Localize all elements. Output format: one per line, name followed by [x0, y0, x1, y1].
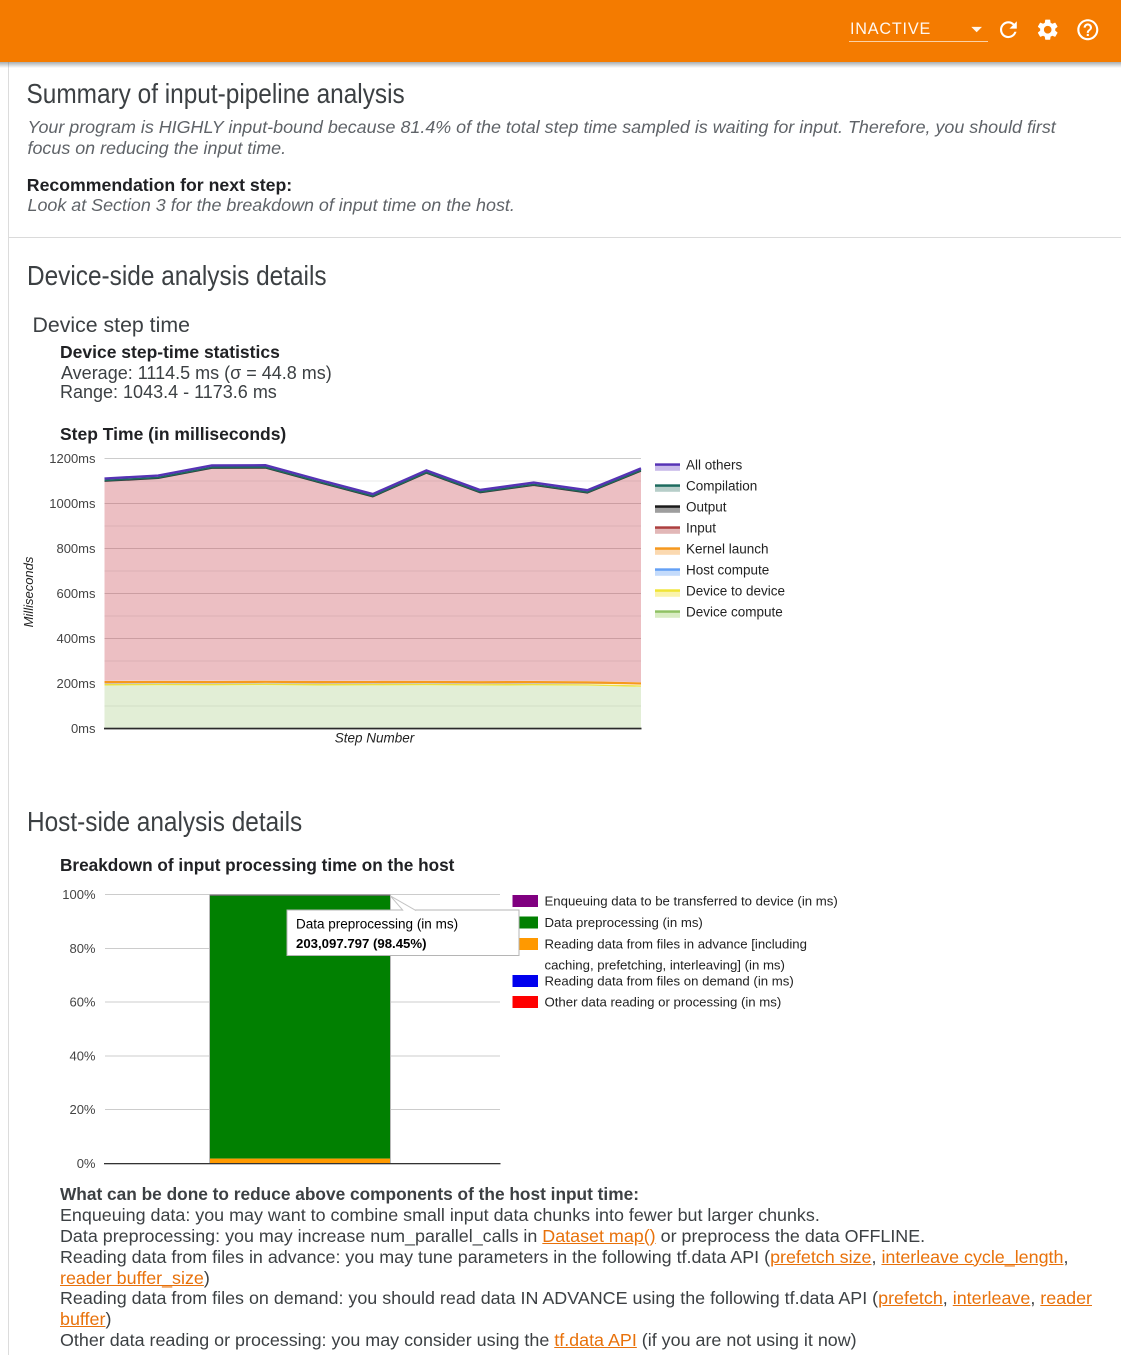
svg-text:100%: 100% — [62, 887, 96, 902]
svg-text:Step Number: Step Number — [335, 731, 415, 746]
svg-text:caching, prefetching, interlea: caching, prefetching, interleaving] (in … — [545, 958, 785, 973]
svg-text:All others: All others — [686, 457, 743, 472]
svg-text:Output: Output — [686, 499, 727, 514]
svg-text:Other data reading or processi: Other data reading or processing (in ms) — [545, 995, 782, 1010]
svg-text:Enqueuing data to be transferr: Enqueuing data to be transferred to devi… — [545, 894, 838, 909]
svg-text:203,097.797 (98.45%): 203,097.797 (98.45%) — [296, 936, 427, 951]
svg-text:Reading data from files on dem: Reading data from files on demand (in ms… — [545, 974, 794, 989]
svg-text:60%: 60% — [69, 995, 95, 1010]
svg-text:20%: 20% — [69, 1102, 95, 1117]
svg-text:Device compute: Device compute — [686, 604, 783, 619]
svg-text:200ms: 200ms — [56, 676, 96, 691]
svg-text:Compilation: Compilation — [686, 478, 757, 493]
svg-text:0ms: 0ms — [71, 721, 96, 736]
svg-text:Milliseconds: Milliseconds — [21, 556, 36, 627]
svg-text:Host compute: Host compute — [686, 562, 769, 577]
svg-text:80%: 80% — [69, 941, 95, 956]
svg-text:0%: 0% — [77, 1156, 96, 1171]
svg-text:1000ms: 1000ms — [49, 496, 96, 511]
svg-text:Reading data from files in adv: Reading data from files in advance [incl… — [545, 937, 807, 952]
svg-text:40%: 40% — [69, 1048, 95, 1063]
svg-text:Kernel launch: Kernel launch — [686, 541, 769, 556]
svg-text:800ms: 800ms — [56, 541, 96, 556]
svg-text:600ms: 600ms — [56, 586, 96, 601]
svg-text:Data preprocessing (in ms): Data preprocessing (in ms) — [296, 917, 458, 932]
svg-text:Data preprocessing (in ms): Data preprocessing (in ms) — [545, 915, 703, 930]
svg-text:1200ms: 1200ms — [49, 451, 96, 466]
svg-text:Input: Input — [686, 520, 716, 535]
svg-text:400ms: 400ms — [56, 631, 96, 646]
svg-text:Device to device: Device to device — [686, 583, 785, 598]
